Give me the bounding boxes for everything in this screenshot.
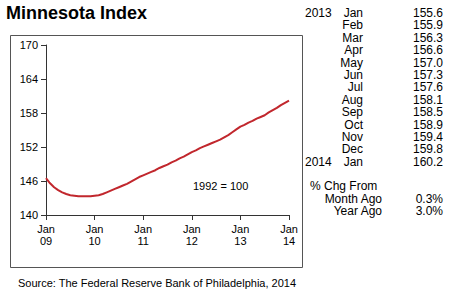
svg-text:12: 12 [186,235,198,247]
svg-text:Jan: Jan [134,223,152,235]
svg-text:Jan: Jan [280,223,298,235]
svg-text:% Chg From: % Chg From [310,179,378,194]
svg-text:Jun: Jun [343,68,363,82]
svg-text:158.1: 158.1 [413,92,443,107]
svg-text:155.9: 155.9 [413,18,443,33]
svg-text:Oct: Oct [344,117,363,132]
svg-text:Apr: Apr [344,43,363,58]
svg-text:Jan: Jan [37,223,55,235]
svg-text:Month Ago: Month Ago [324,191,382,206]
svg-text:157.3: 157.3 [413,68,443,82]
svg-text:3.0%: 3.0% [416,204,444,218]
svg-text:158: 158 [20,107,38,119]
svg-text:156.3: 156.3 [413,30,443,45]
svg-text:Jan: Jan [343,6,363,20]
svg-text:May: May [340,55,363,70]
svg-text:Feb: Feb [342,18,363,33]
svg-text:09: 09 [40,235,52,247]
svg-text:Source: The Federal Reserve Ba: Source: The Federal Reserve Bank of Phil… [18,277,296,289]
svg-text:Dec: Dec [341,142,363,157]
svg-text:13: 13 [234,235,246,247]
svg-text:Jan: Jan [183,223,201,235]
svg-text:Minnesota Index: Minnesota Index [6,3,147,23]
svg-text:160.2: 160.2 [413,155,443,169]
svg-text:14: 14 [283,235,295,247]
svg-text:Jul: Jul [347,80,363,95]
svg-text:1992 = 100: 1992 = 100 [193,180,248,192]
svg-text:164: 164 [20,73,38,85]
svg-text:Aug: Aug [341,92,363,107]
svg-text:Jan: Jan [86,223,104,235]
svg-text:Year Ago: Year Ago [334,204,383,218]
svg-text:Mar: Mar [342,30,363,45]
svg-text:11: 11 [137,235,148,247]
svg-text:2013: 2013 [305,6,332,20]
svg-text:146: 146 [20,175,38,187]
svg-text:Jan: Jan [232,223,250,235]
svg-text:157.6: 157.6 [413,80,443,95]
svg-text:170: 170 [20,39,38,51]
svg-text:158.9: 158.9 [413,117,443,132]
svg-text:Jan: Jan [344,155,363,169]
svg-text:Nov: Nov [341,130,363,144]
svg-text:158.5: 158.5 [413,105,443,120]
svg-text:157.0: 157.0 [413,55,443,70]
svg-text:152: 152 [20,141,38,153]
svg-text:2014: 2014 [305,155,332,169]
svg-text:Sep: Sep [341,105,363,120]
svg-text:156.6: 156.6 [413,43,443,58]
svg-text:10: 10 [88,235,100,247]
svg-text:140: 140 [20,209,38,221]
svg-text:155.6: 155.6 [413,6,443,20]
svg-text:0.3%: 0.3% [415,191,443,206]
svg-text:159.8: 159.8 [413,142,443,157]
svg-text:159.4: 159.4 [413,130,443,144]
